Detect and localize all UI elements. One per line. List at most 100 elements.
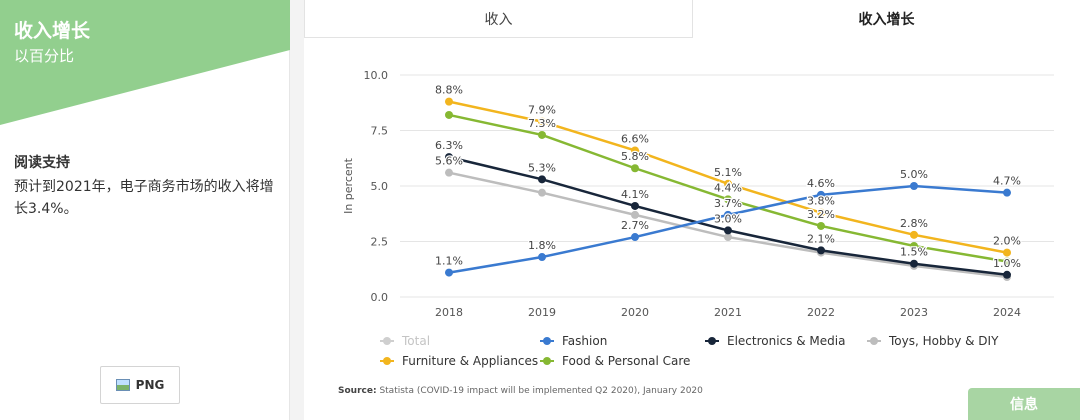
data-point: [817, 208, 825, 217]
data-point: [538, 117, 546, 126]
data-label: 3.0%: [714, 212, 742, 225]
data-point: [631, 201, 639, 210]
y-tick-label: 2.5: [371, 236, 389, 249]
data-point: [1003, 257, 1011, 266]
data-point: [910, 182, 918, 190]
info-button[interactable]: 信息: [968, 388, 1080, 420]
line-chart: 0.0 2.5 5.0 7.5 10.0 In percent 2018 2019 2020 20…: [304, 40, 1080, 420]
png-download-button[interactable]: PNG: [100, 366, 180, 404]
data-point: [724, 233, 732, 242]
x-tick-label: 2021: [714, 306, 742, 319]
data-point: [631, 164, 639, 173]
data-label: 6.6%: [621, 132, 649, 145]
data-point: [538, 130, 546, 139]
data-point: [910, 230, 918, 239]
sidebar-header: 收入增长 以百分比: [0, 0, 290, 125]
data-label: 2.7%: [621, 219, 649, 232]
sidebar-header-background: [0, 0, 290, 125]
data-point: [538, 188, 546, 197]
data-point: [817, 246, 825, 255]
legend-marker: [380, 357, 394, 365]
data-point: [724, 226, 732, 235]
data-label: 3.7%: [714, 197, 742, 210]
sidebar-subtitle: 以百分比: [14, 47, 75, 65]
data-point: [817, 221, 825, 230]
legend-marker: [540, 357, 554, 365]
data-point: [1003, 248, 1011, 257]
legend-item[interactable]: Total: [380, 334, 430, 348]
data-label: 8.8%: [435, 84, 463, 97]
x-tick-label: 2023: [900, 306, 928, 319]
sidebar-title: 收入增长: [14, 20, 91, 42]
data-point: [724, 210, 732, 219]
y-tick-label: 10.0: [364, 69, 389, 82]
data-label: 1.5%: [900, 246, 928, 259]
data-label: 3.8%: [807, 195, 835, 208]
data-point: [538, 253, 546, 262]
data-label: 1.0%: [993, 257, 1021, 270]
y-tick-label: 7.5: [371, 125, 389, 138]
image-icon: [115, 379, 130, 391]
data-label: 3.2%: [807, 208, 835, 221]
data-point: [1003, 188, 1011, 197]
data-label: 7.9%: [528, 104, 556, 117]
legend-marker: [380, 337, 394, 345]
data-label: 2.0%: [993, 235, 1021, 248]
data-point: [538, 175, 546, 184]
data-label: 1.1%: [435, 255, 463, 268]
source-text: Statista (COVID-19 impact will be implem…: [379, 386, 703, 396]
data-point: [910, 259, 918, 268]
x-tick-label: 2020: [621, 306, 649, 319]
data-label: 2.1%: [807, 232, 835, 245]
data-point: [445, 268, 453, 277]
data-point: [817, 190, 825, 199]
tab-revenue-growth[interactable]: 收入增长: [693, 0, 1080, 38]
reading-support-text: 预计到2021年，电子商务市场的收入将增长3.4%。: [14, 179, 274, 217]
x-tick-label: 2024: [993, 306, 1021, 319]
legend-label: Total: [402, 334, 431, 348]
data-label: 5.3%: [528, 161, 556, 174]
legend-label: Furniture & Appliances: [402, 354, 539, 368]
data-point: [1003, 270, 1011, 279]
x-tick-label: 2022: [807, 306, 835, 319]
data-label: 7.3%: [528, 117, 556, 130]
source-label: Source:: [338, 386, 377, 396]
data-point: [724, 179, 732, 188]
legend-label: Toys, Hobby & DIY: [889, 334, 999, 348]
legend-marker: [705, 337, 719, 345]
data-label: 4.1%: [621, 188, 649, 201]
legend-item[interactable]: Fashion: [540, 334, 607, 348]
legend-item[interactable]: Food & Personal Care: [540, 354, 690, 368]
chart-tabs: 收入 收入增长: [304, 0, 1080, 38]
legend-label: Fashion: [562, 334, 608, 348]
legend-marker: [867, 337, 881, 345]
legend-label: Electronics & Media: [727, 334, 846, 348]
data-point: [724, 195, 732, 204]
data-label: 5.8%: [621, 150, 649, 163]
chart-source: Source: Statista (COVID-19 impact will b…: [338, 386, 703, 396]
data-label: 5.6%: [435, 155, 463, 168]
legend-item[interactable]: Furniture & Appliances: [380, 354, 538, 368]
legend-label: Food & Personal Care: [562, 354, 691, 368]
data-point: [631, 210, 639, 219]
data-point: [631, 233, 639, 242]
x-tick-label: 2019: [528, 306, 556, 319]
data-point: [445, 168, 453, 177]
sidebar: 收入增长 以百分比 阅读支持 预计到2021年，电子商务市场的收入将增长3.4%…: [0, 0, 290, 420]
data-label: 4.4%: [714, 181, 742, 194]
data-point: [445, 110, 453, 119]
divider-column: [290, 0, 304, 420]
x-tick-label: 2018: [435, 306, 463, 319]
tab-revenue[interactable]: 收入: [304, 0, 693, 38]
data-label: 1.8%: [528, 239, 556, 252]
data-label: 6.3%: [435, 139, 463, 152]
data-point: [445, 153, 453, 162]
legend-item[interactable]: Toys, Hobby & DIY: [867, 334, 998, 348]
legend-item[interactable]: Electronics & Media: [705, 334, 845, 348]
png-button-label: PNG: [135, 378, 165, 392]
data-label: 4.6%: [807, 177, 835, 190]
data-label: 5.0%: [900, 168, 928, 181]
data-label: 4.7%: [993, 175, 1021, 188]
legend-marker: [540, 337, 554, 345]
y-tick-label: 5.0: [371, 180, 389, 193]
